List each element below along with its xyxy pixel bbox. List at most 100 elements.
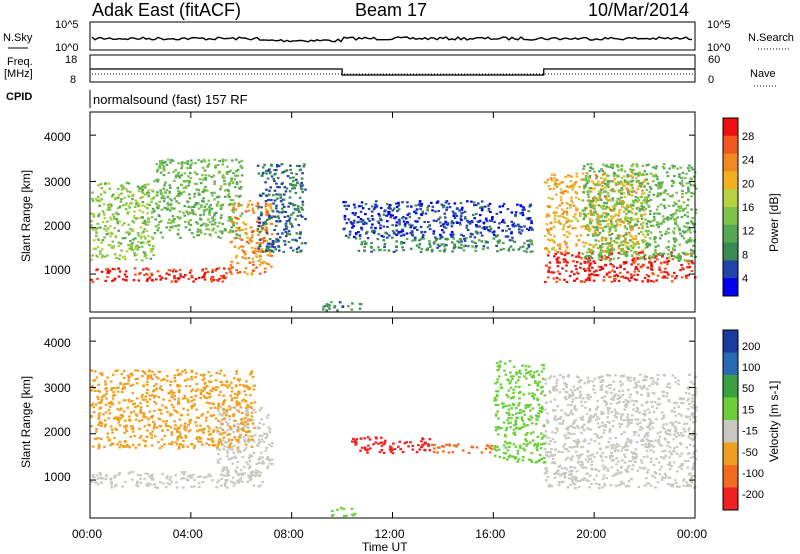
velocity-cell — [432, 447, 436, 450]
velocity-cell — [226, 429, 230, 432]
power-cell — [691, 252, 694, 255]
velocity-cell — [232, 414, 235, 417]
power-cell — [474, 204, 478, 207]
power-cell — [638, 256, 642, 259]
power-cell — [428, 242, 431, 245]
power-cell — [231, 199, 235, 202]
power-cell — [156, 270, 160, 273]
power-cell — [211, 268, 215, 271]
power-cell — [501, 205, 505, 208]
power-cell — [165, 207, 169, 211]
power-cell — [623, 206, 627, 209]
velocity-cell — [232, 413, 236, 416]
power-cell — [635, 163, 639, 166]
power-cell — [230, 226, 233, 229]
power-cell — [108, 208, 112, 211]
velocity-cell — [522, 422, 526, 425]
power-cell — [167, 269, 171, 272]
velocity-cell — [121, 415, 124, 418]
power-cell — [223, 229, 227, 232]
power-cell — [588, 264, 592, 267]
power-cell — [156, 229, 160, 232]
power-cell — [605, 202, 608, 205]
power-cell — [603, 178, 606, 181]
velocity-cell — [654, 486, 657, 489]
power-cell — [608, 207, 612, 210]
power-cell — [233, 245, 237, 248]
power-cell — [351, 212, 355, 215]
power-cell — [202, 197, 205, 200]
power-cell — [641, 256, 644, 259]
power-cell — [658, 212, 661, 215]
power-cell — [602, 207, 605, 210]
power-cell — [430, 248, 434, 251]
power-cell — [552, 271, 556, 274]
power-cell — [679, 205, 683, 208]
power-cell — [548, 239, 552, 242]
power-cell — [564, 243, 568, 246]
power-cell — [489, 210, 492, 214]
power-cell — [690, 239, 693, 242]
velocity-cell — [212, 429, 216, 432]
power-cell — [167, 158, 170, 161]
power-cell — [265, 202, 268, 205]
power-cell — [682, 201, 686, 204]
velocity-cell — [686, 466, 689, 469]
velocity-cell — [488, 451, 492, 454]
velocity-cell — [218, 448, 222, 451]
velocity-cell — [565, 468, 568, 471]
velocity-cell — [162, 377, 165, 381]
power-cell — [231, 159, 234, 162]
power-cell — [136, 185, 140, 188]
velocity-cell — [110, 485, 113, 489]
power-cell — [444, 201, 448, 204]
power-cell — [432, 241, 436, 244]
power-cell — [186, 162, 189, 165]
power-cell — [93, 239, 96, 242]
velocity-cell — [187, 423, 190, 426]
velocity-cell — [244, 433, 248, 437]
power-cell — [420, 230, 424, 234]
power-cell — [598, 170, 601, 173]
velocity-cell — [240, 419, 244, 422]
power-cell — [658, 266, 661, 269]
power-cell — [531, 250, 534, 253]
power-cell — [361, 219, 365, 222]
power-cell — [612, 257, 616, 260]
velocity-cell — [436, 446, 440, 449]
power-cell — [692, 252, 695, 255]
power-cell — [157, 204, 161, 207]
power-cell — [493, 220, 496, 224]
power-cell — [648, 256, 651, 259]
power-cell — [277, 211, 281, 214]
power-cell — [440, 235, 443, 238]
power-cell — [235, 217, 239, 220]
power-cell — [622, 192, 626, 195]
velocity-cell — [203, 388, 207, 391]
power-cell — [505, 229, 508, 232]
power-cell — [207, 218, 210, 221]
power-cell — [581, 199, 585, 202]
power-cell — [203, 205, 207, 208]
velocity-cell — [522, 442, 526, 446]
power-cell — [561, 192, 565, 195]
power-cell — [617, 236, 620, 239]
power-cell — [605, 205, 609, 208]
velocity-cell — [454, 444, 458, 447]
power-cell — [523, 249, 526, 253]
power-cell — [608, 198, 611, 202]
velocity-cell — [198, 429, 201, 432]
velocity-cell — [215, 426, 218, 429]
power-cell — [197, 276, 201, 279]
power-cell — [421, 211, 424, 215]
power-cell — [599, 265, 603, 268]
power-cell — [177, 224, 180, 227]
velocity-cell — [109, 477, 113, 480]
power-cell — [488, 225, 492, 228]
velocity-cell — [98, 445, 101, 448]
power-cell — [439, 221, 442, 224]
power-cell — [472, 213, 475, 216]
power-cell — [459, 246, 463, 250]
velocity-cell — [98, 421, 101, 424]
power-cell — [626, 175, 630, 178]
